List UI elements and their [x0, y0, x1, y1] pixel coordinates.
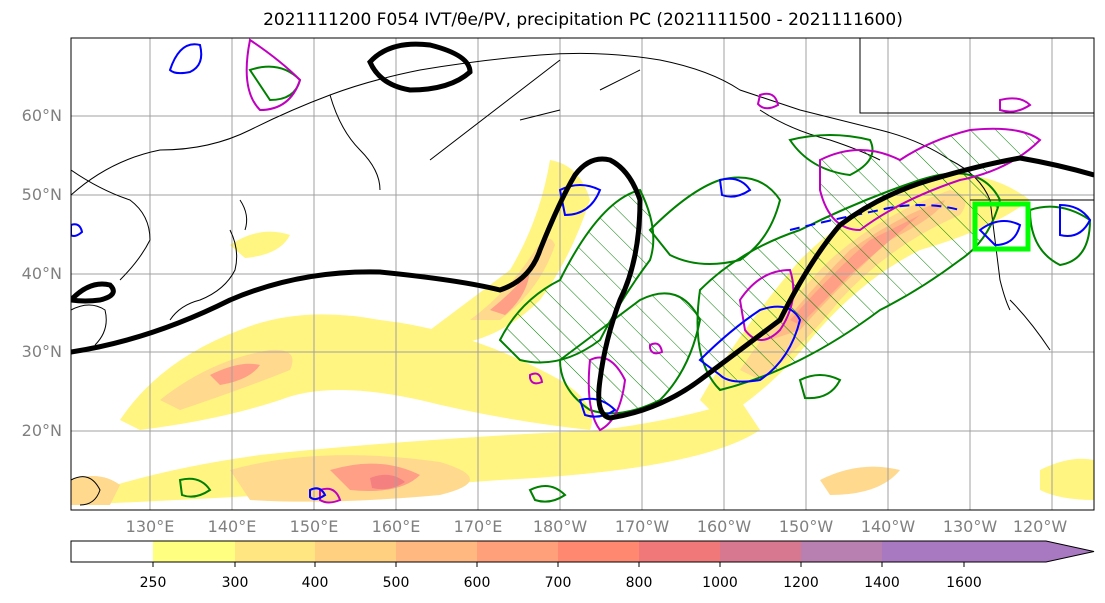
lon-label: 120°W [1012, 517, 1068, 536]
lat-label: 20°N [21, 421, 62, 440]
lon-label: 140°E [207, 517, 257, 536]
lon-label: 150°E [289, 517, 339, 536]
lat-label: 50°N [21, 185, 62, 204]
colorbar-tick-label: 500 [382, 575, 410, 591]
lon-label: 160°E [371, 517, 421, 536]
lon-label: 140°W [860, 517, 916, 536]
colorbar-tick-label: 1600 [946, 575, 982, 591]
lon-label: 180°W [532, 517, 588, 536]
colorbar-tick-label: 300 [221, 575, 249, 591]
focus-region-box [972, 201, 1031, 252]
lat-label: 60°N [21, 106, 62, 125]
colorbar-tick-label: 700 [544, 575, 572, 591]
theta-e-contours [71, 41, 1094, 421]
colorbar-tick-label: 1000 [702, 575, 738, 591]
lat-label: 30°N [21, 342, 62, 361]
map-frame [70, 37, 1095, 511]
colorbar [70, 540, 1095, 567]
figure-title: 2021111200 F054 IVT/θe/PV, precipitation… [263, 10, 903, 30]
lon-label: 170°W [614, 517, 670, 536]
colorbar-tick-label: 600 [463, 575, 491, 591]
lon-label: 160°W [696, 517, 752, 536]
colorbar-tick-label: 250 [139, 575, 167, 591]
lat-label: 40°N [21, 264, 62, 283]
pv-blue-contours [71, 43, 1092, 501]
colorbar-tick-label: 400 [301, 575, 329, 591]
lon-label: 130°W [942, 517, 998, 536]
lon-label: 170°E [453, 517, 503, 536]
colorbar-tick-label: 1400 [864, 575, 900, 591]
lon-label: 130°E [125, 517, 175, 536]
colorbar-tick-label: 1200 [783, 575, 819, 591]
colorbar-tick-label: 800 [625, 575, 653, 591]
lon-label: 150°W [778, 517, 834, 536]
